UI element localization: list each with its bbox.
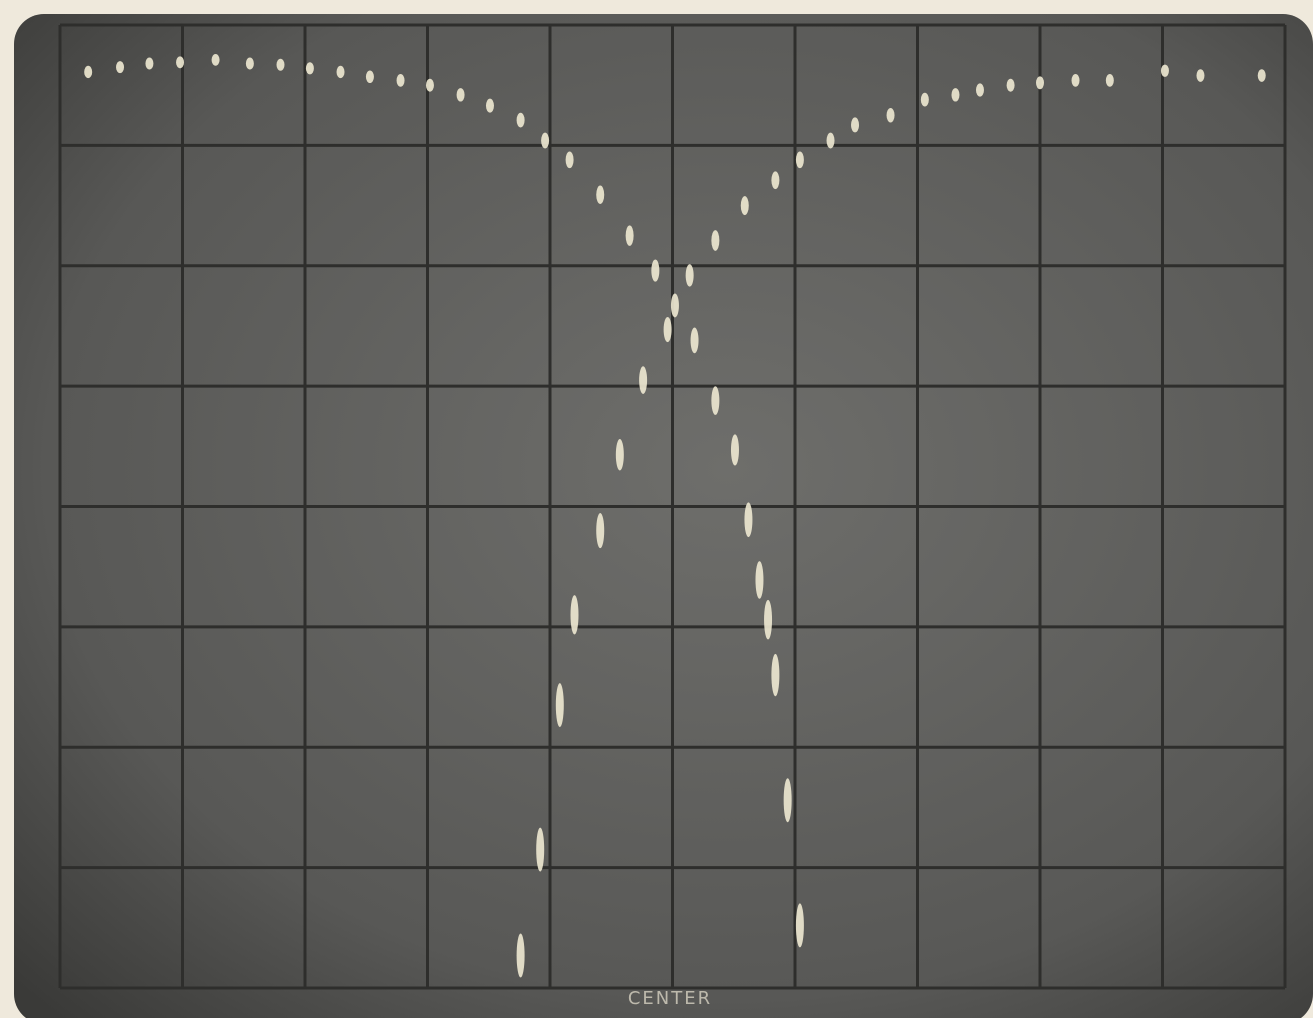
trace-dot — [1006, 78, 1015, 92]
trace-dot — [764, 599, 773, 640]
trace-dot — [565, 151, 574, 169]
trace-dot — [516, 933, 525, 978]
trace-dot — [771, 171, 780, 190]
trace-dot — [975, 83, 984, 97]
trace-dot — [555, 683, 564, 728]
trace-dot — [951, 88, 960, 102]
trace-dot — [211, 54, 220, 66]
trace-dot — [84, 65, 93, 79]
trace-dot — [1036, 76, 1044, 90]
trace-dot — [651, 259, 660, 282]
trace-dot — [755, 561, 764, 599]
trace-dot — [826, 132, 835, 149]
trace-dot — [396, 73, 405, 87]
trace-dot — [771, 653, 780, 697]
trace-dot — [615, 439, 624, 471]
trace-dot — [730, 434, 739, 466]
trace-dot — [744, 502, 753, 538]
trace-dot — [596, 185, 605, 204]
trace-dot — [176, 56, 185, 69]
trace-dot — [1160, 64, 1169, 77]
trace-dot — [663, 316, 672, 343]
trace-dot — [485, 98, 494, 113]
trace-dot — [116, 61, 125, 74]
trace-dot — [639, 366, 648, 394]
center-label: CENTER — [628, 988, 712, 1009]
trace-dot — [516, 112, 525, 128]
trace-dot — [145, 57, 154, 70]
trace-dot — [276, 58, 285, 71]
trace-dot — [596, 512, 605, 549]
trace-dot — [711, 230, 720, 251]
trace-dot — [670, 293, 679, 318]
trace-dot — [1071, 73, 1080, 87]
trace-dot — [541, 132, 550, 149]
trace-dot — [336, 65, 345, 79]
trace-dot — [1105, 73, 1114, 87]
trace-dot — [456, 88, 465, 102]
trace-dot — [920, 92, 929, 107]
trace-dot — [851, 117, 860, 133]
trace-dot — [795, 903, 804, 948]
trace-dot — [570, 595, 579, 635]
trace-dot — [685, 264, 694, 287]
trace-dot — [305, 62, 314, 75]
trace-dot — [425, 78, 434, 92]
trace-dot — [690, 327, 699, 354]
trace-dot — [795, 151, 804, 169]
graticule — [58, 23, 1287, 990]
trace-dot — [783, 778, 792, 823]
trace-dot — [711, 386, 720, 415]
traces — [84, 54, 1266, 978]
trace-dot — [625, 225, 634, 246]
trace-dot — [886, 108, 895, 123]
trace-dot — [740, 196, 749, 216]
trace-dot — [1257, 69, 1266, 82]
trace-dot — [245, 57, 254, 70]
trace-dot — [365, 70, 374, 84]
trace-dot — [536, 827, 545, 872]
trace-dot — [1196, 69, 1205, 82]
